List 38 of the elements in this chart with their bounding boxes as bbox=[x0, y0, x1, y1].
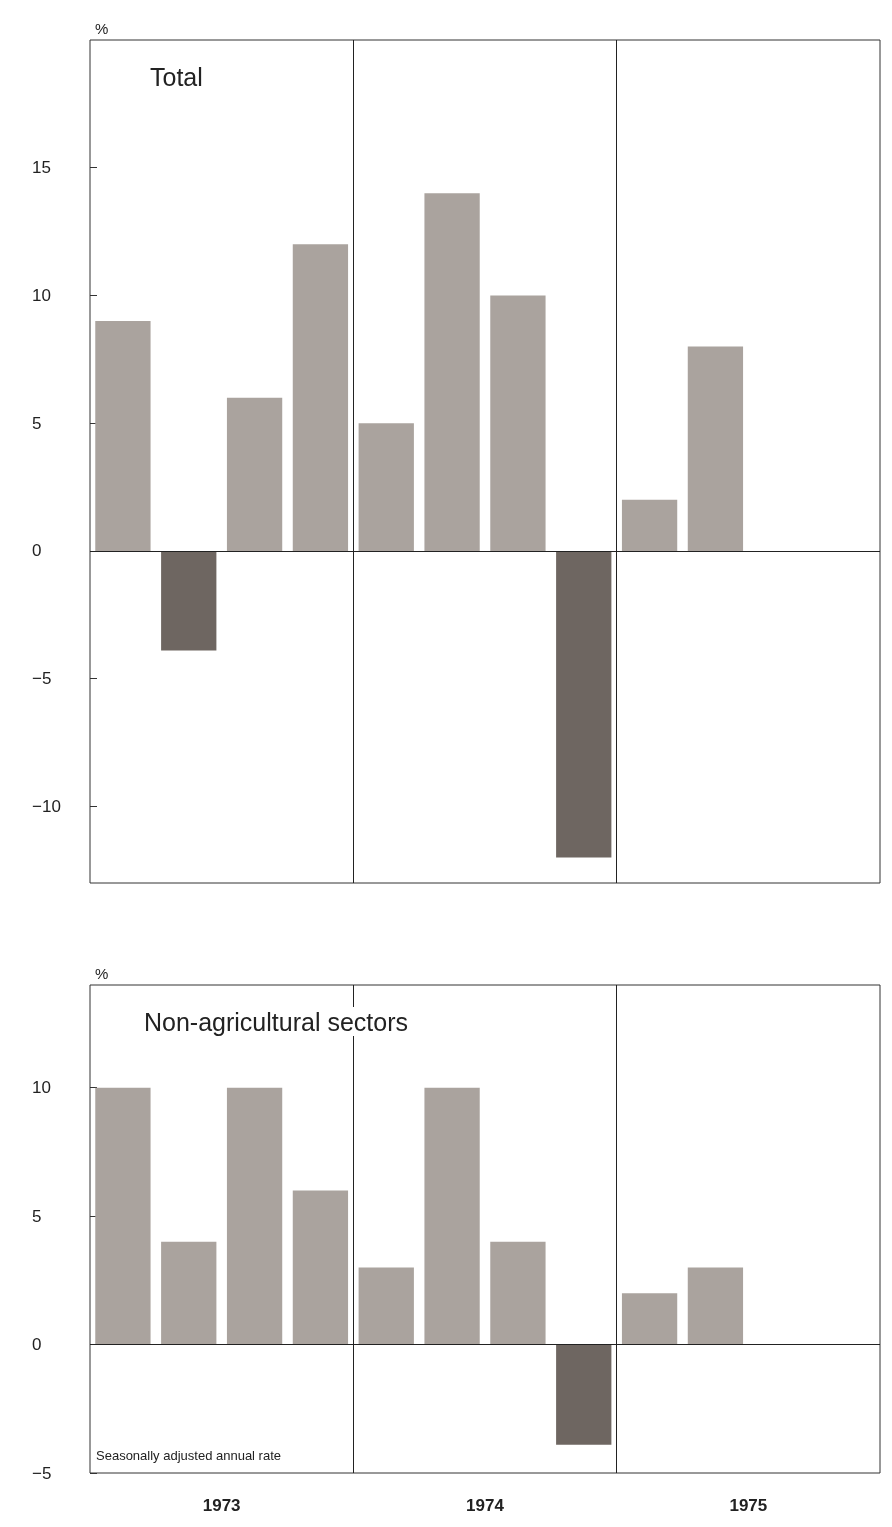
x-tick-label: 1975 bbox=[729, 1496, 768, 1515]
bar bbox=[490, 1241, 546, 1345]
bar bbox=[292, 1190, 349, 1345]
bar bbox=[556, 550, 612, 858]
bar bbox=[687, 1267, 744, 1345]
bar bbox=[358, 1267, 414, 1345]
annotation: Seasonally adjusted annual rate bbox=[96, 1448, 282, 1463]
y-tick-label: 15 bbox=[32, 158, 51, 178]
bar bbox=[424, 193, 480, 551]
y-axis-title: % bbox=[95, 965, 109, 982]
bar bbox=[226, 397, 283, 551]
bar bbox=[226, 1087, 283, 1345]
x-tick-label: 1974 bbox=[466, 1496, 505, 1515]
y-tick-label: 5 bbox=[32, 1206, 42, 1226]
y-tick-label: 0 bbox=[32, 541, 42, 561]
bar bbox=[161, 550, 217, 651]
y-tick-label: −5 bbox=[32, 669, 52, 689]
y-tick-label: −5 bbox=[32, 1463, 52, 1483]
y-axis-title: % bbox=[95, 20, 109, 37]
y-tick-label: 10 bbox=[32, 285, 51, 305]
y-tick-label: −10 bbox=[32, 796, 61, 816]
bar bbox=[687, 346, 744, 551]
bar bbox=[161, 1241, 217, 1345]
bar bbox=[424, 1087, 480, 1345]
bar bbox=[490, 295, 546, 551]
bar bbox=[621, 1293, 678, 1345]
bar bbox=[358, 423, 414, 551]
text: Total bbox=[150, 62, 203, 91]
y-tick-label: 5 bbox=[32, 413, 42, 433]
text: Non-agricultural sectors bbox=[144, 1007, 408, 1036]
y-tick-label: 0 bbox=[32, 1335, 42, 1355]
bar bbox=[621, 499, 678, 551]
bar bbox=[95, 1087, 151, 1345]
bar bbox=[95, 321, 151, 551]
x-tick-label: 1973 bbox=[202, 1496, 241, 1515]
y-tick-label: 10 bbox=[32, 1078, 51, 1098]
bar bbox=[556, 1344, 612, 1445]
bar bbox=[292, 244, 349, 551]
